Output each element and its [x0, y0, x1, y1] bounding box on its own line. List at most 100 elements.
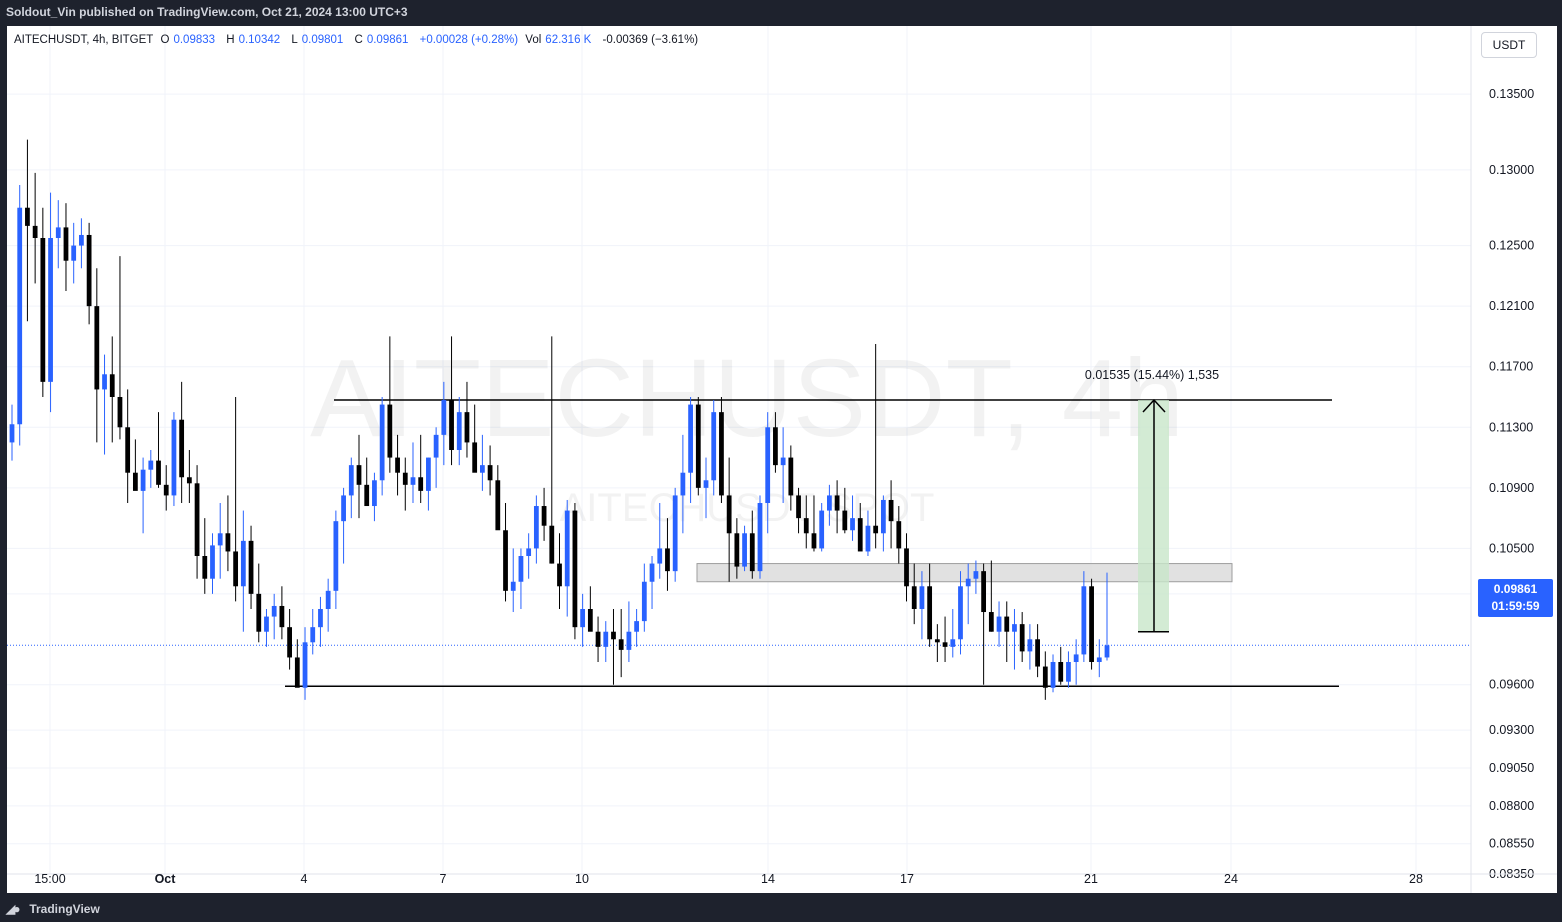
candle-body	[171, 419, 177, 496]
candle-body	[71, 245, 77, 261]
candle-body	[294, 657, 300, 688]
candle-body	[533, 506, 539, 549]
candle-body	[541, 506, 547, 526]
symbol-label[interactable]: AITECHUSDT, 4h, BITGET	[14, 34, 154, 46]
candlestick-chart[interactable]: 0.13500 0.13000 0.12500 0.12100 0.11700 0.113…	[7, 26, 1557, 893]
candle-body	[240, 540, 246, 587]
candle-body	[32, 225, 38, 238]
candle-body	[657, 548, 663, 564]
y-tick-label: 0.08800	[1489, 799, 1534, 813]
candle-body	[1081, 586, 1087, 655]
candle-body	[225, 533, 231, 552]
x-tick-label: 17	[900, 872, 914, 886]
candle-body	[603, 631, 609, 647]
candle-body	[1042, 666, 1048, 688]
candle-body	[318, 609, 323, 628]
low-label: L	[291, 34, 298, 46]
y-tick-label: 0.10500	[1489, 541, 1534, 555]
x-tick-label: 14	[761, 872, 775, 886]
tradingview-brand: TradingView	[29, 902, 100, 916]
candle-body	[626, 631, 632, 650]
ohlc-legend: AITECHUSDT, 4h, BITGET O 0.09833 H 0.10342…	[14, 34, 702, 46]
candle-body	[773, 427, 778, 466]
tradingview-logo[interactable]: ◢● TradingView	[6, 902, 100, 916]
x-tick-label: 15:00	[34, 872, 65, 886]
candle-body	[757, 503, 763, 572]
candle-body	[726, 495, 732, 534]
candle-body	[911, 586, 917, 609]
x-tick-label: 24	[1224, 872, 1238, 886]
candle-body	[1104, 645, 1110, 658]
candle-body	[202, 556, 208, 579]
candle-body	[572, 510, 578, 628]
candle-body	[271, 605, 277, 617]
candle-body	[179, 419, 185, 478]
candle-body	[587, 609, 593, 632]
x-tick-label: 28	[1409, 872, 1423, 886]
candle-body	[880, 499, 886, 534]
candle-body	[1073, 654, 1079, 662]
candle-body	[233, 551, 239, 587]
last-price-badge: 0.09861 01:59:59	[1478, 579, 1553, 617]
candle-body	[1012, 624, 1017, 632]
candle-body	[364, 484, 370, 507]
candle-body	[287, 627, 292, 658]
measure-label: 0.01535 (15.44%) 1,535	[1085, 368, 1219, 382]
candle-body	[888, 499, 894, 522]
candle-body	[302, 642, 308, 688]
candle-body	[695, 404, 701, 488]
candle-body	[148, 460, 154, 470]
candle-body	[132, 472, 138, 491]
y-tick-label: 0.13000	[1489, 163, 1534, 177]
candle-body	[1004, 616, 1010, 632]
y-tick-label: 0.08550	[1489, 837, 1534, 851]
candle-body	[163, 484, 169, 496]
candle-body	[63, 227, 69, 261]
candle-body	[765, 427, 771, 503]
candle-body	[109, 374, 115, 397]
candle-body	[857, 518, 863, 552]
candle-body	[564, 510, 570, 587]
candle-body	[348, 465, 354, 496]
candle-body	[472, 442, 478, 473]
y-tick-label: 0.12100	[1489, 299, 1534, 313]
chart-area[interactable]: 0.13500 0.13000 0.12500 0.12100 0.11700 0.113…	[7, 26, 1557, 893]
candle-body	[649, 563, 655, 582]
candle-body	[456, 412, 462, 450]
candle-body	[379, 404, 385, 481]
candle-body	[958, 586, 963, 640]
candle-body	[1035, 639, 1040, 667]
candle-body	[510, 581, 516, 591]
candle-body	[749, 533, 755, 572]
candle-body	[1058, 662, 1064, 682]
candle-body	[557, 563, 562, 587]
candle-body	[549, 525, 555, 564]
tradingview-icon: ◢●	[6, 902, 20, 916]
y-tick-label: 0.09300	[1489, 723, 1534, 737]
candle-body	[55, 227, 61, 238]
change-value: +0.00028 (+0.28%)	[419, 34, 519, 46]
candle-body	[356, 465, 362, 485]
vol-change-value: -0.00369 (−3.61%)	[602, 34, 699, 46]
candle-body	[495, 480, 501, 531]
y-tick-label: 0.13500	[1489, 87, 1534, 101]
high-value: 0.10342	[238, 34, 281, 46]
y-tick-label: 0.11700	[1489, 360, 1533, 374]
candle-body	[827, 495, 832, 511]
candle-body	[865, 525, 871, 552]
x-tick-label: 4	[301, 872, 308, 886]
candle-body	[988, 612, 994, 632]
candle-body	[217, 533, 223, 546]
candle-body	[125, 427, 131, 473]
currency-button[interactable]: USDT	[1481, 32, 1537, 58]
close-value: 0.09861	[366, 34, 409, 46]
candle-body	[796, 495, 801, 519]
candle-body	[1050, 662, 1056, 688]
candle-body	[742, 533, 747, 567]
open-value: 0.09833	[173, 34, 216, 46]
candle-body	[372, 480, 377, 507]
candle-body	[156, 460, 161, 485]
candle-body	[9, 424, 15, 443]
candle-body	[803, 518, 809, 534]
x-tick-label: 21	[1084, 872, 1098, 886]
